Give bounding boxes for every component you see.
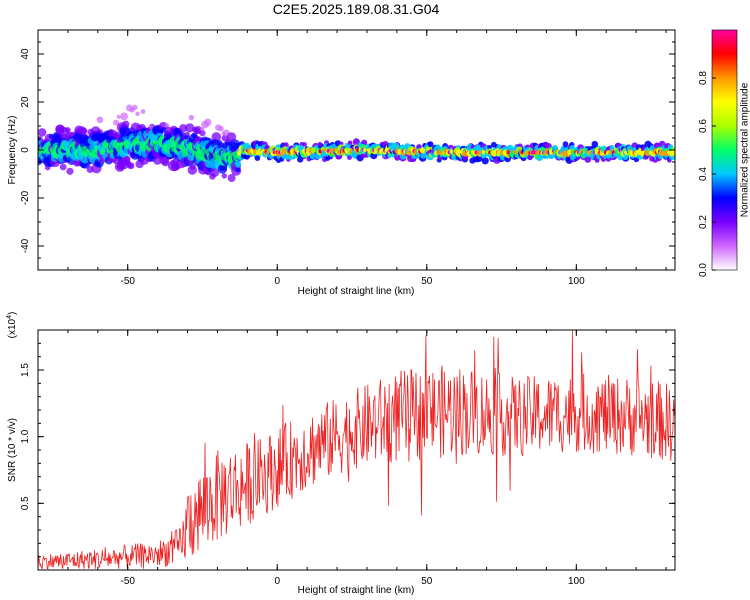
spectrogram-cell [481,157,489,165]
spectrogram-cell [227,174,236,182]
spectrogram-cell [135,111,140,117]
spectrogram-cell [160,127,167,133]
spectrogram-cell [527,154,533,161]
spectrogram-cell [297,156,304,163]
spectrogram-cell [211,132,222,142]
x-tick-label: 0 [274,576,280,587]
spectrogram-cell [127,162,135,170]
spectrogram-xlabel: Height of straight line (km) [298,286,415,297]
spectrogram-cell [124,155,131,162]
spectrogram-cell [113,119,120,126]
spectrogram-cell [140,109,146,114]
colorbar-tick-label: 0.4 [698,167,709,181]
snr-panel: -50 0 50 100 0.5 1.0 1.5 Height of straight li… [6,312,676,596]
spectrogram-cell [217,164,228,174]
spectrogram-cell [562,141,569,147]
spectrogram-cell [416,144,422,150]
snr-series-line [38,330,675,570]
colorbar: 0.0 0.2 0.4 0.6 0.8 Normalized spectral ampl… [698,29,750,277]
y-tick-label: -40 [20,238,31,253]
figure-title: C2E5.2025.189.08.31.G04 [273,1,440,17]
snr-multiplier-base: (x10 [7,318,18,338]
spectrogram-cell [188,114,195,121]
spectrogram-cell [193,127,201,135]
spectrogram-cell [164,123,170,128]
colorbar-tick-label: 0.2 [698,215,709,229]
spectrogram-cell [226,132,237,142]
colorbar-ticks: 0.0 0.2 0.4 0.6 0.8 [698,71,716,277]
spectrogram-cell [38,128,47,137]
spectrogram-cell [234,159,241,167]
x-tick-label: 0 [274,276,280,287]
spectrogram-cell [120,112,129,121]
snr-ylabel: SNR (10 * v/v) [7,418,18,482]
spectrogram-cell [185,123,195,133]
spectrogram-cell [302,142,307,147]
spectrogram-cell [435,144,441,150]
spectrogram-cell [179,124,188,133]
spectrogram-marks [38,104,675,182]
spectrogram-cell [148,124,154,130]
spectrogram-cell [584,156,592,163]
spectrogram-cell [80,127,88,134]
spectrogram-cell [122,120,130,128]
x-tick-label: -50 [120,576,135,587]
spectrogram-cell [235,167,241,173]
y-tick-label: 0.5 [20,496,31,510]
spectrogram-cell [187,165,197,175]
spectrogram-cell [591,140,599,148]
spectrogram-cell [507,144,514,151]
colorbar-tick-label: 0.6 [698,119,709,133]
y-tick-label: -20 [20,190,31,205]
spectrogram-cell [283,142,289,148]
y-tick-label: 1.5 [20,363,31,377]
x-tick-label: -50 [120,276,135,287]
spectrogram-cell [203,118,212,127]
spectrogram-ylabel: Frequency (Hz) [7,116,18,185]
x-tick-label: 100 [568,276,585,287]
spectrogram-cell [96,116,104,124]
y-tick-label: 0 [20,147,31,153]
colorbar-gradient [711,29,738,271]
spectrogram-cell [475,155,483,163]
spectrogram-cell [199,130,206,137]
snr-xlabel: Height of straight line (km) [298,585,415,596]
x-tick-label: 50 [421,576,433,587]
x-tick-label: 100 [568,576,585,587]
spectrogram-cell [347,140,353,146]
spectrogram-cell [427,141,434,148]
y-tick-label: 40 [20,48,31,60]
spectrogram-cell [254,155,261,161]
spectrogram-cell [221,173,227,179]
spectrogram-cell [210,168,220,177]
spectrogram-cell [199,126,205,132]
spectrogram-cell [116,114,121,119]
snr-multiplier-close: ) [7,312,18,315]
spectrogram-cell [132,104,138,111]
spectrogram-ticks: -50 0 50 100 -40 -20 0 20 40 [20,29,675,287]
colorbar-tick-label: 0.0 [698,263,709,277]
spectrogram-cell [59,163,67,171]
snr-multiplier-exp: 4 [6,315,13,319]
snr-multiplier: (x104) [6,312,18,339]
spectrogram-cell [66,167,74,175]
y-tick-label: 1.0 [20,429,31,443]
spectrogram-cell [317,142,323,147]
x-tick-label: 50 [421,276,433,287]
colorbar-tick-label: 0.8 [698,71,709,85]
colorbar-label: Normalized spectral amplitude [740,82,750,217]
snr-ticks: -50 0 50 100 0.5 1.0 1.5 [20,330,675,587]
spectrogram-cell [65,127,71,133]
spectrogram-cell [218,125,224,132]
spectrogram-cell [669,150,675,157]
y-tick-label: 20 [20,96,31,108]
spectrogram-panel: -50 0 50 100 -40 -20 0 20 40 Height of straight … [7,29,676,297]
